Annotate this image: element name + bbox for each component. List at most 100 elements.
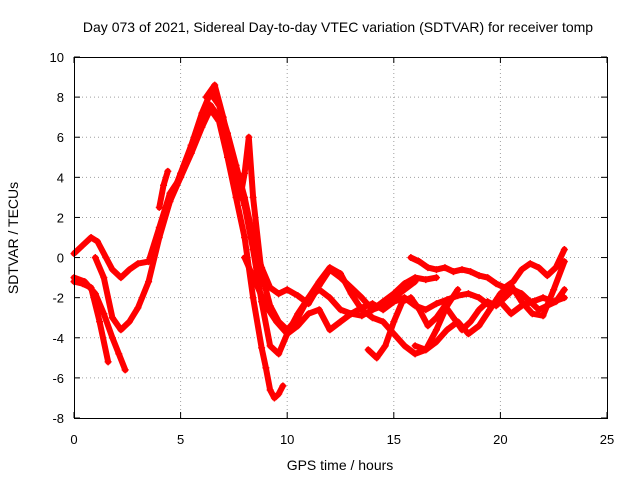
data-point (91, 290, 99, 298)
data-point (294, 292, 302, 300)
data-point (560, 246, 568, 254)
y-tick-label: 6 (57, 130, 64, 145)
axis-ticks (73, 56, 608, 419)
data-point (236, 193, 244, 201)
series-line (407, 246, 568, 291)
data-point (518, 266, 526, 274)
data-point (432, 274, 440, 282)
data-point (108, 334, 116, 342)
data-point (81, 278, 89, 286)
series-day-9 (364, 286, 568, 362)
data-point (411, 350, 419, 358)
data-point (275, 390, 283, 398)
data-point (467, 268, 475, 276)
data-point (398, 298, 406, 306)
data-point (368, 306, 376, 314)
data-point (79, 242, 87, 250)
data-point (326, 326, 334, 334)
data-point (407, 254, 415, 262)
series-line (156, 106, 286, 401)
data-point (262, 302, 270, 310)
data-point (100, 274, 108, 282)
data-point (96, 318, 104, 326)
series-line (365, 286, 568, 361)
data-point (390, 318, 398, 326)
data-point (422, 276, 430, 284)
data-point (379, 306, 387, 314)
data-point (245, 133, 253, 141)
data-point (134, 260, 142, 268)
grid-lines (74, 57, 607, 418)
data-point (166, 197, 174, 205)
data-point (91, 254, 99, 262)
series-day-11 (411, 258, 568, 354)
series-line (203, 82, 461, 357)
data-point (117, 326, 125, 334)
data-point (117, 274, 125, 282)
data-point (526, 260, 534, 268)
data-point (507, 310, 515, 318)
data-point (449, 314, 457, 322)
y-tick-label: -6 (52, 371, 64, 386)
data-point (458, 266, 466, 274)
data-point (279, 382, 287, 390)
y-tick-label: 4 (57, 170, 64, 185)
data-point (528, 310, 536, 318)
data-point (415, 306, 423, 314)
data-point (390, 298, 398, 306)
data-point (211, 81, 219, 89)
x-tick-label: 10 (280, 432, 294, 447)
data-point (294, 314, 302, 322)
data-point (560, 258, 568, 266)
data-point (501, 294, 509, 302)
data-point (266, 342, 274, 350)
data-point (241, 201, 249, 209)
data-point (275, 290, 283, 298)
data-point (104, 358, 112, 366)
data-point (539, 294, 547, 302)
data-point (326, 264, 334, 272)
data-point (134, 304, 142, 312)
data-point (258, 270, 266, 278)
data-point (160, 181, 168, 189)
data-point (294, 322, 302, 330)
data-point (518, 298, 526, 306)
data-point (258, 344, 266, 352)
data-point (337, 318, 344, 326)
data-point (449, 268, 457, 276)
data-point (368, 314, 376, 322)
series-line (92, 102, 419, 357)
y-tick-label: -8 (52, 411, 64, 426)
data-point (400, 286, 408, 294)
data-point (424, 322, 432, 330)
data-point (454, 318, 462, 326)
data-point (347, 290, 355, 298)
data-point (441, 302, 449, 310)
x-tick-label: 0 (70, 432, 77, 447)
data-point (93, 238, 101, 246)
data-point (364, 346, 372, 354)
data-point (368, 300, 376, 308)
data-point (441, 264, 449, 272)
y-tick-labels: -8 -6 -4 -2 0 2 4 6 8 10 (50, 50, 64, 426)
data-point (373, 354, 381, 362)
series-day-5 (155, 105, 287, 402)
data-point (464, 330, 472, 338)
x-tick-label: 20 (493, 432, 507, 447)
data-point (475, 306, 483, 314)
data-point (164, 167, 172, 175)
data-point (432, 338, 440, 346)
data-point (241, 169, 249, 177)
chart-title: Day 073 of 2021, Sidereal Day-to-day VTE… (83, 19, 593, 35)
data-point (539, 312, 547, 320)
y-tick-label: 8 (57, 90, 64, 105)
series-day-10 (407, 246, 568, 292)
series-day-3 (70, 274, 129, 374)
data-point (145, 278, 153, 286)
data-point (560, 286, 568, 294)
data-point (422, 346, 430, 354)
data-point (315, 278, 323, 286)
data-point (526, 298, 534, 306)
data-point (454, 286, 462, 294)
